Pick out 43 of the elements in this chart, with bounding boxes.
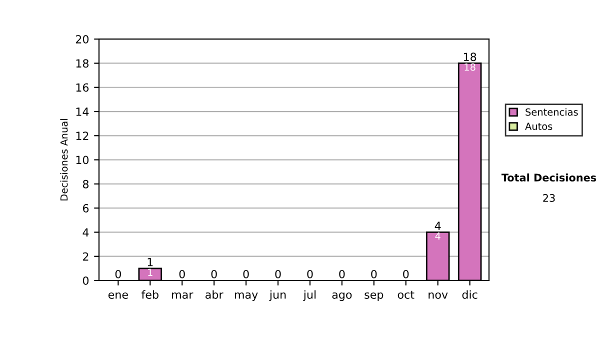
data-label: 1 [148,268,152,276]
total-label: 0 [371,270,377,278]
legend-label: Sentencias [526,108,578,116]
y-tick-label: 12 [76,132,88,140]
x-tick-label: jul [303,290,316,301]
legend-label: Autos [525,122,552,130]
x-tick-label: oct [398,290,414,299]
x-tick-label: dic [462,290,478,299]
total-label: 4 [434,222,441,230]
y-tick-label: 8 [82,180,89,188]
total-label: 1 [148,258,153,266]
total-label: 0 [243,270,249,278]
total-label: 18 [464,52,476,62]
x-tick-label: sep [364,292,384,301]
y-tick-label: 14 [76,108,89,116]
x-tick-label: feb [142,290,158,299]
total-label: 0 [339,270,345,278]
data-label: 18 [464,63,476,71]
y-tick-label: 10 [76,156,89,164]
x-tick-label: nov [428,292,448,299]
y-tick-label: 2 [83,252,88,261]
x-tick-label: may [234,292,258,301]
total-label: 0 [403,270,409,278]
total-label: 0 [211,270,217,278]
x-tick-label: ago [332,292,352,301]
x-tick-label: abr [206,290,224,299]
text: Total Decisiones [501,173,596,182]
x-tick-label: jun [269,290,286,301]
data-label: 4 [435,232,440,240]
x-tick-label: mar [172,292,194,299]
y-axis-title: Decisiones Anual [60,119,68,200]
total-label: 0 [307,270,313,278]
y-tick-label: 20 [76,35,89,44]
text: 23 [543,194,555,202]
total-label: 0 [179,270,185,278]
y-tick-label: 16 [76,83,89,92]
y-tick-label: 6 [82,204,89,212]
x-tick-label: ene [108,292,128,299]
total-label: 0 [115,270,121,278]
y-tick-label: 0 [82,276,89,285]
y-tick-label: 4 [82,228,89,236]
total-label: 0 [275,270,281,278]
y-tick-label: 18 [76,59,89,68]
